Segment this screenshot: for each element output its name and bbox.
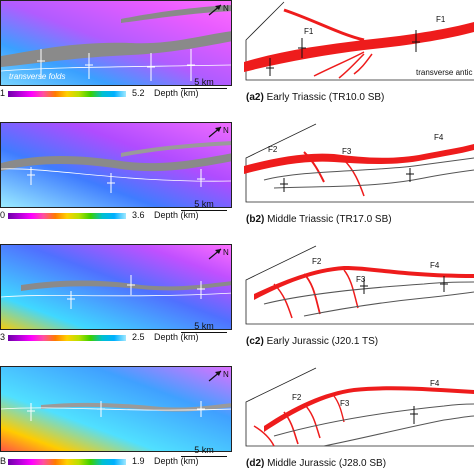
depth-max-d: 1.9 xyxy=(132,456,145,466)
depth-min-c: 3 xyxy=(0,332,6,342)
depth-map-b: N xyxy=(0,122,232,208)
fault-f1-main xyxy=(244,22,474,72)
north-arrow-icon: N xyxy=(208,370,229,382)
scale-bar-a: 5 km xyxy=(181,77,227,99)
fault-f2-f4-c xyxy=(254,266,474,300)
depth-map-a: transverse folds N xyxy=(0,0,232,86)
svg-text:N: N xyxy=(223,4,229,13)
scale-bar-c: 5 km xyxy=(181,321,227,343)
interpretation-a: F1 F1 transverse antic xyxy=(244,0,474,86)
fault-label-b-f4: F4 xyxy=(434,133,444,142)
caption-d: (d2) Middle Jurassic (J28.0 SB) xyxy=(246,458,387,469)
interpretation-c: F2 F3 F4 xyxy=(244,244,474,330)
fault-label-a-2: F1 xyxy=(436,15,446,24)
panel-c-row: N 3 2.5 Depth (km) 5 km F2 F3 F4 (c xyxy=(0,244,474,360)
depth-max-a: 5.2 xyxy=(132,88,145,98)
scale-bar-d: 5 km xyxy=(181,445,227,467)
depth-unit-c: Depth (km) xyxy=(154,332,199,342)
north-arrow-icon: N xyxy=(208,248,229,260)
fault-label-c-f4: F4 xyxy=(430,261,440,270)
fault-label-c-f2: F2 xyxy=(312,257,322,266)
fault-label-c-f3: F3 xyxy=(356,275,366,284)
fault-f2-f4 xyxy=(244,144,474,174)
panel-b-row: N 0 3.6 Depth (km) 5 km F2 F3 F4 (b2) Mi… xyxy=(0,122,474,238)
depth-unit-d: Depth (km) xyxy=(154,456,199,466)
depth-map-c: N xyxy=(0,244,232,330)
caption-c: (c2) Early Jurassic (J20.1 TS) xyxy=(246,336,379,347)
legend-c: 3 2.5 Depth (km) 5 km xyxy=(0,321,232,344)
depth-colorbar-c xyxy=(8,335,126,341)
interp-annotation-a: transverse antic xyxy=(416,68,472,77)
legend-b: 0 3.6 Depth (km) 5 km xyxy=(0,199,232,222)
north-arrow-icon: N xyxy=(208,4,229,16)
depth-colorbar-b xyxy=(8,213,126,219)
fault-f2-f4-d xyxy=(264,386,474,432)
depth-min-d: B xyxy=(0,456,7,466)
fault-label-b-f3: F3 xyxy=(342,147,352,156)
fault-label-a-1: F1 xyxy=(304,27,314,36)
map-annotation-a: transverse folds xyxy=(9,72,65,81)
legend-d: B 1.9 Depth (km) 5 km xyxy=(0,445,232,468)
depth-colorbar-d xyxy=(8,459,126,465)
scale-bar-b: 5 km xyxy=(181,199,227,221)
depth-unit-a: Depth (km) xyxy=(154,88,199,98)
fault-label-b-f2: F2 xyxy=(268,145,278,154)
interpretation-d: F2 F3 F4 xyxy=(244,366,474,452)
north-arrow-icon: N xyxy=(208,126,229,138)
panel-a-row: transverse folds N 1 5.2 Depth (km) 5 km xyxy=(0,0,474,116)
fault-label-d-f3: F3 xyxy=(340,399,350,408)
depth-min-b: 0 xyxy=(0,210,6,220)
depth-map-d: N xyxy=(0,366,232,452)
svg-text:N: N xyxy=(223,370,229,379)
svg-text:N: N xyxy=(223,248,229,257)
depth-colorbar-a xyxy=(8,91,126,97)
depth-unit-b: Depth (km) xyxy=(154,210,199,220)
interpretation-b: F2 F3 F4 xyxy=(244,122,474,208)
fault-label-d-f4: F4 xyxy=(430,379,440,388)
svg-text:N: N xyxy=(223,126,229,135)
depth-max-c: 2.5 xyxy=(132,332,145,342)
caption-a: (a2) Early Triassic (TR10.0 SB) xyxy=(246,92,385,103)
legend-a: 1 5.2 Depth (km) 5 km xyxy=(0,77,232,100)
depth-max-b: 3.6 xyxy=(132,210,145,220)
depth-min-a: 1 xyxy=(0,88,6,98)
caption-b: (b2) Middle Triassic (TR17.0 SB) xyxy=(246,214,392,225)
fault-label-d-f2: F2 xyxy=(292,393,302,402)
panel-d-row: N B 1.9 Depth (km) 5 km F2 F3 F4 (d2) xyxy=(0,366,474,474)
